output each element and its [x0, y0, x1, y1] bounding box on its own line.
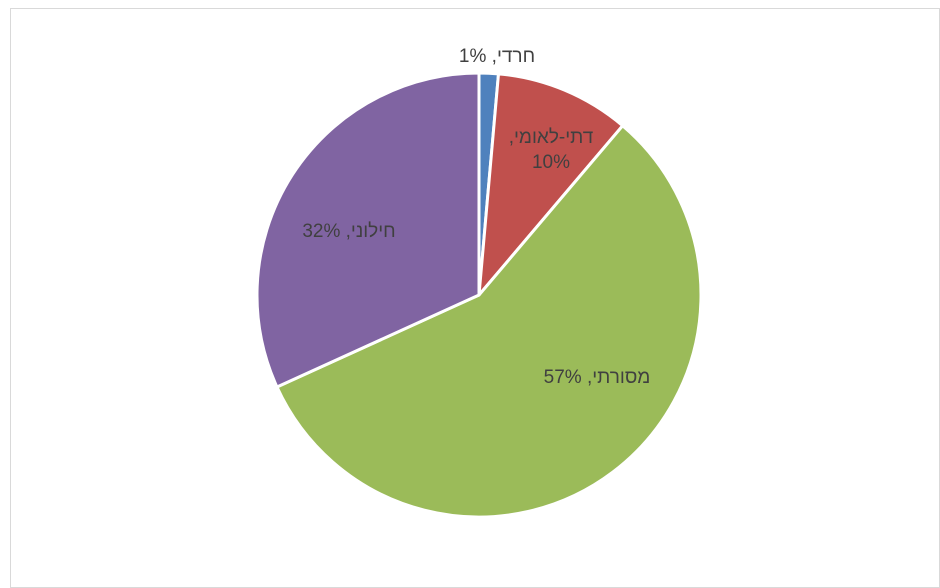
slice-hiloni [255, 71, 481, 389]
label-haredi: חרדי, 1% [459, 46, 535, 67]
slice-masorti [275, 124, 703, 519]
pie-slices [255, 71, 703, 519]
label-masorti: מסורתי, 57% [544, 367, 651, 388]
label-hiloni: חילוני, 32% [302, 221, 395, 242]
slice-labels: חרדי, 1% דתי-לאומי, 10% מסורתי, 57% חילו… [302, 46, 650, 388]
label-dati-leumi-line1: דתי-לאומי, [509, 127, 594, 148]
slice-dati-leumi [477, 72, 625, 297]
label-dati-leumi-line2: 10% [532, 152, 570, 173]
